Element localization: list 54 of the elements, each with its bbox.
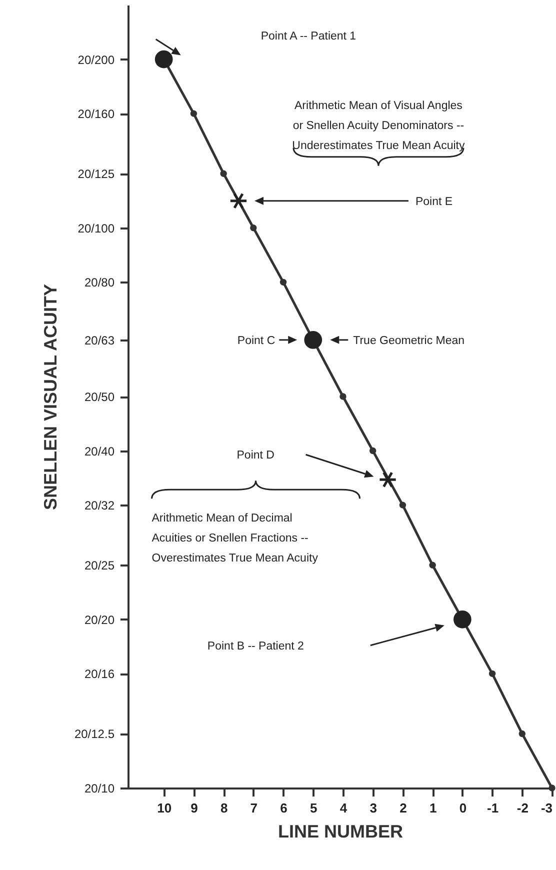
annotation: Arithmetic Mean of Visual Angles or Snellen Acuity Denominators -- Underestimates True Mean Acuity [292, 100, 466, 152]
point [280, 278, 287, 286]
annotation: Point B -- Patient 2 [207, 640, 304, 652]
y-tick-label: 20/50 [84, 390, 115, 404]
annotation: Arithmetic Mean of Decimal Acuities or Snellen Fractions -- Overestimates True Mean Acuity [152, 512, 318, 565]
y-axis-title: SNELLEN VISUAL ACUITY [40, 284, 60, 510]
point [453, 610, 472, 628]
point [488, 670, 496, 678]
point [429, 562, 436, 568]
x-tick-label: 6 [280, 800, 288, 816]
x-tick-label: 8 [220, 800, 228, 816]
annotation: Point A -- Patient 1 [260, 30, 356, 42]
y-tick-label: 20/16 [84, 667, 115, 682]
y-tick-label: 20/100 [78, 221, 115, 236]
x-tick-label: 1 [429, 800, 437, 816]
x-tick-label: 0 [459, 800, 467, 816]
point [229, 192, 248, 210]
point [369, 447, 376, 454]
x-tick-label: 2 [400, 800, 407, 816]
y-tick-label: 20/12.5 [74, 727, 115, 742]
y-tick-label: 20/40 [84, 444, 115, 458]
annotation: True Geometric Mean [353, 334, 465, 347]
x-tick-label: -2 [516, 800, 528, 816]
point [518, 730, 526, 738]
x-tick-label: 4 [340, 800, 348, 816]
y-tick-label: 20/63 [84, 333, 115, 348]
point [340, 393, 346, 400]
x-axis-title: LINE NUMBER [278, 822, 403, 842]
x-tick-label: 7 [250, 800, 258, 816]
x-tick-label: -3 [540, 800, 552, 816]
y-tick-label: 20/80 [84, 276, 115, 290]
annotation: Point E [415, 196, 453, 208]
x-tick-label: 3 [370, 800, 377, 816]
y-tick-label: 20/20 [84, 612, 115, 627]
point [548, 784, 556, 792]
y-tick-label: 20/160 [78, 107, 115, 122]
annotation: Point C [237, 334, 276, 347]
y-tick-label: 20/10 [84, 782, 115, 796]
point [220, 170, 227, 177]
y-tick-label: 20/125 [78, 167, 115, 182]
x-tick-label: 10 [157, 800, 172, 816]
y-tick-label: 20/32 [84, 498, 115, 513]
point [378, 471, 398, 488]
y-tick-label: 20/25 [84, 558, 115, 573]
point [190, 110, 198, 117]
y-tick-label: 20/200 [78, 52, 115, 67]
annotation: Point D [236, 450, 274, 462]
point [399, 502, 406, 508]
x-tick-label: 5 [310, 800, 318, 816]
x-tick-label: -1 [487, 800, 499, 816]
point [304, 331, 322, 349]
x-tick-label: 9 [190, 800, 198, 816]
point [250, 224, 257, 232]
point [154, 50, 173, 68]
